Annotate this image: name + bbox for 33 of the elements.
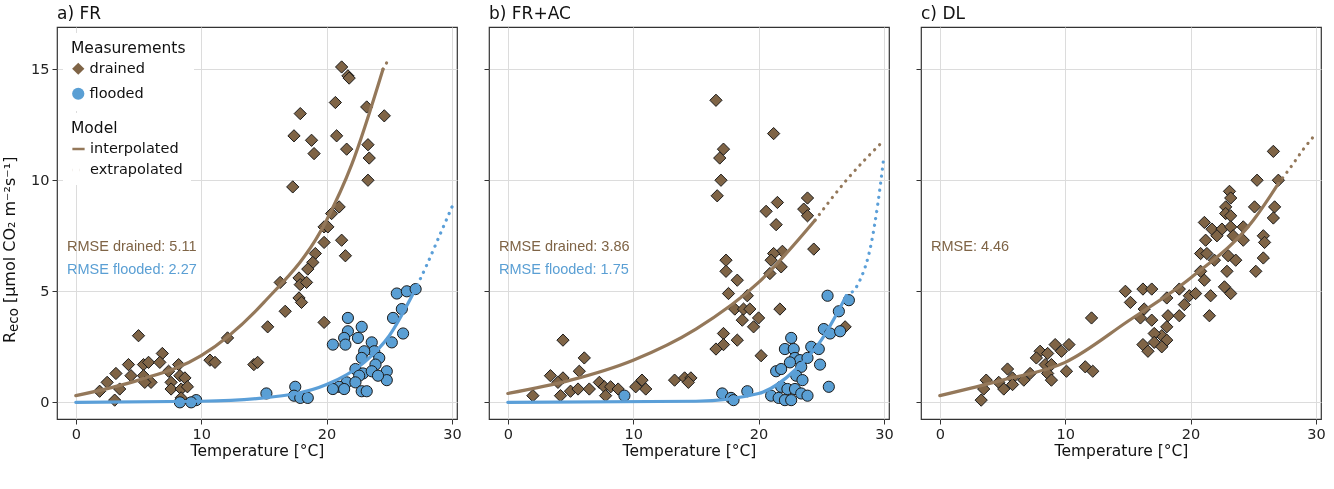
x-tick-label: 30 xyxy=(875,425,894,442)
annotation: RMSE drained: 3.86 xyxy=(499,237,630,254)
annotation: Model xyxy=(71,119,118,137)
legend-title: Measurements xyxy=(71,39,186,57)
annotation: RMSE flooded: 2.27 xyxy=(67,260,197,277)
x-tick-label: 0 xyxy=(935,425,945,442)
chart-title: c) DL xyxy=(921,3,966,23)
chart-title: a) FR xyxy=(57,3,102,23)
chart-title: b) FR+AC xyxy=(489,3,571,23)
x-tick-label: 30 xyxy=(1307,425,1326,442)
x-tick-label: 10 xyxy=(1056,425,1075,442)
x-axis-title: Temperature [°C] xyxy=(621,442,757,460)
x-tick-label: 30 xyxy=(443,425,462,442)
x-axis-title: Temperature [°C] xyxy=(1053,442,1189,460)
y-tick-label: 5 xyxy=(40,282,50,299)
legend-label: extrapolated xyxy=(90,161,183,177)
x-tick-label: 20 xyxy=(749,425,769,442)
x-tick-label: 20 xyxy=(1181,425,1201,442)
x-tick-label: 0 xyxy=(503,425,513,442)
legend-label: interpolated xyxy=(90,140,179,156)
x-tick-label: 20 xyxy=(317,425,337,442)
annotation: RMSE flooded: 1.75 xyxy=(499,260,629,277)
x-tick-label: 10 xyxy=(192,425,211,442)
x-tick-label: 10 xyxy=(624,425,643,442)
annotation: RMSE: 4.46 xyxy=(931,237,1010,254)
annotation: RMSE drained: 5.11 xyxy=(67,237,197,254)
y-tick-label: 15 xyxy=(31,60,50,77)
x-axis-title: Temperature [°C] xyxy=(189,442,325,460)
y-tick-label: 10 xyxy=(31,171,50,188)
x-tick-label: 0 xyxy=(71,425,81,442)
y-tick-label: 0 xyxy=(40,393,50,410)
legend-label: flooded xyxy=(89,84,144,101)
legend-label: drained xyxy=(89,59,145,76)
